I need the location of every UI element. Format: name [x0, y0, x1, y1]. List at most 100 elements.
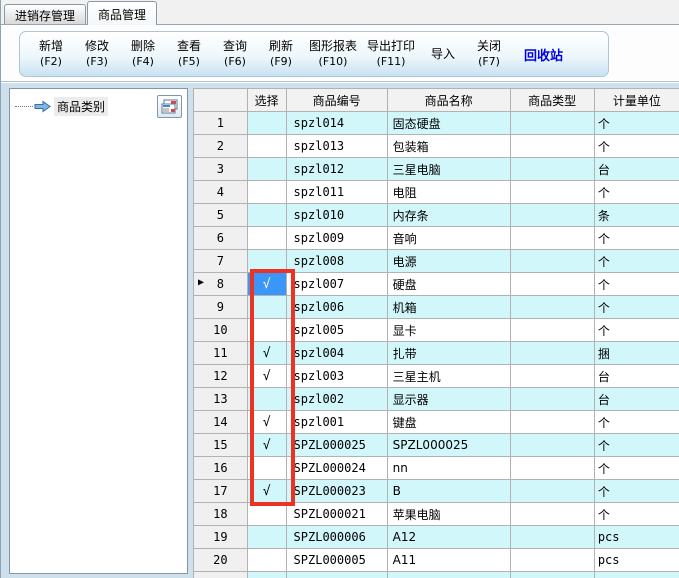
code-cell[interactable]: SPZL000023 [285, 479, 388, 503]
unit-cell[interactable]: 个 [593, 410, 679, 434]
row-number-cell[interactable]: 15 [193, 433, 248, 457]
toolbar-button[interactable]: 导出打印 (F11) [362, 39, 420, 69]
type-cell[interactable] [509, 157, 595, 181]
column-header-2[interactable]: 商品名称 [386, 88, 511, 112]
check-cell[interactable] [246, 318, 287, 342]
type-cell[interactable] [509, 272, 595, 296]
type-cell[interactable] [509, 571, 595, 578]
unit-cell[interactable]: 个 [593, 456, 679, 480]
unit-cell[interactable]: 个 [593, 318, 679, 342]
row-number-cell[interactable]: 7 [193, 249, 248, 273]
row-number-cell[interactable]: 5 [193, 203, 248, 227]
tree-item-product-category[interactable]: 商品类别 [10, 94, 187, 118]
type-cell[interactable] [509, 180, 595, 204]
name-cell[interactable]: 音响 [386, 226, 511, 250]
code-cell[interactable]: spzl003 [285, 364, 388, 388]
row-number-cell[interactable]: ▶ 8 [193, 272, 248, 296]
column-header-0[interactable]: 选择 [246, 88, 287, 112]
unit-cell[interactable]: 个 [593, 433, 679, 457]
check-cell[interactable] [246, 502, 287, 526]
check-cell[interactable] [246, 525, 287, 549]
check-cell[interactable] [246, 548, 287, 572]
unit-cell[interactable]: 个 [593, 134, 679, 158]
name-cell[interactable]: nn [386, 456, 511, 480]
code-cell[interactable]: SPZL000006 [285, 525, 388, 549]
unit-cell[interactable]: 个 [593, 295, 679, 319]
check-cell[interactable] [246, 226, 287, 250]
row-number-cell[interactable]: 17 [193, 479, 248, 503]
type-cell[interactable] [509, 456, 595, 480]
check-cell[interactable]: √ [246, 341, 287, 365]
name-cell[interactable]: 内存条 [386, 203, 511, 227]
name-cell[interactable]: 硬盘 [386, 272, 511, 296]
row-number-cell[interactable]: 2 [193, 134, 248, 158]
toolbar-button[interactable]: 关闭 (F7) [466, 39, 512, 69]
name-cell[interactable]: SPZL000025 [386, 433, 511, 457]
name-cell[interactable]: 键盘 [386, 410, 511, 434]
type-cell[interactable] [509, 134, 595, 158]
name-cell[interactable]: 电源 [386, 249, 511, 273]
row-number-cell[interactable]: 10 [193, 318, 248, 342]
column-header-1[interactable]: 商品编号 [285, 88, 388, 112]
unit-cell[interactable]: 个 [593, 226, 679, 250]
name-cell[interactable]: B [386, 479, 511, 503]
type-cell[interactable] [509, 479, 595, 503]
check-cell[interactable] [246, 134, 287, 158]
check-cell[interactable] [246, 295, 287, 319]
unit-cell[interactable] [593, 571, 679, 578]
type-cell[interactable] [509, 548, 595, 572]
type-cell[interactable] [509, 341, 595, 365]
row-number-cell[interactable]: 9 [193, 295, 248, 319]
row-number-cell[interactable]: 6 [193, 226, 248, 250]
column-header-3[interactable]: 商品类型 [509, 88, 595, 112]
panel-toggle-button[interactable] [157, 94, 182, 118]
type-cell[interactable] [509, 249, 595, 273]
unit-cell[interactable]: 个 [593, 502, 679, 526]
row-number-cell[interactable]: 1 [193, 111, 248, 135]
type-cell[interactable] [509, 111, 595, 135]
unit-cell[interactable]: pcs [593, 548, 679, 572]
name-cell[interactable]: A12 [386, 525, 511, 549]
row-number-cell[interactable]: 13 [193, 387, 248, 411]
row-number-cell[interactable] [193, 571, 248, 578]
code-cell[interactable]: spzl013 [285, 134, 388, 158]
code-cell[interactable]: spzl011 [285, 180, 388, 204]
name-cell[interactable]: 显卡 [386, 318, 511, 342]
row-number-cell[interactable]: 12 [193, 364, 248, 388]
type-cell[interactable] [509, 410, 595, 434]
code-cell[interactable] [285, 571, 388, 578]
code-cell[interactable]: spzl012 [285, 157, 388, 181]
code-cell[interactable]: SPZL000021 [285, 502, 388, 526]
check-cell[interactable] [246, 157, 287, 181]
tab-active[interactable]: 商品管理 [87, 1, 158, 25]
toolbar-button[interactable]: 修改 (F3) [74, 39, 120, 69]
type-cell[interactable] [509, 203, 595, 227]
code-cell[interactable]: spzl006 [285, 295, 388, 319]
unit-cell[interactable]: 台 [593, 387, 679, 411]
name-cell[interactable]: 苹果电脑 [386, 502, 511, 526]
code-cell[interactable]: SPZL000024 [285, 456, 388, 480]
name-cell[interactable]: 包装箱 [386, 134, 511, 158]
code-cell[interactable]: spzl002 [285, 387, 388, 411]
code-cell[interactable]: spzl001 [285, 410, 388, 434]
name-cell[interactable]: 三星主机 [386, 364, 511, 388]
check-cell[interactable] [246, 387, 287, 411]
check-cell[interactable]: √ [246, 433, 287, 457]
code-cell[interactable]: spzl005 [285, 318, 388, 342]
code-cell[interactable]: spzl010 [285, 203, 388, 227]
row-number-cell[interactable]: 11 [193, 341, 248, 365]
type-cell[interactable] [509, 433, 595, 457]
unit-cell[interactable]: 条 [593, 203, 679, 227]
code-cell[interactable]: spzl007 [285, 272, 388, 296]
type-cell[interactable] [509, 525, 595, 549]
check-cell[interactable]: √ [246, 479, 287, 503]
check-cell[interactable]: √ [246, 410, 287, 434]
row-number-cell[interactable]: 14 [193, 410, 248, 434]
recycle-bin-button[interactable]: 回收站 [524, 48, 564, 64]
code-cell[interactable]: SPZL000025 [285, 433, 388, 457]
check-cell[interactable] [246, 456, 287, 480]
tab-inactive[interactable]: 进销存管理 [4, 4, 87, 24]
toolbar-button[interactable]: 删除 (F4) [120, 39, 166, 69]
toolbar-button[interactable]: 导入 [420, 47, 466, 62]
toolbar-button[interactable]: 查看 (F5) [166, 39, 212, 69]
